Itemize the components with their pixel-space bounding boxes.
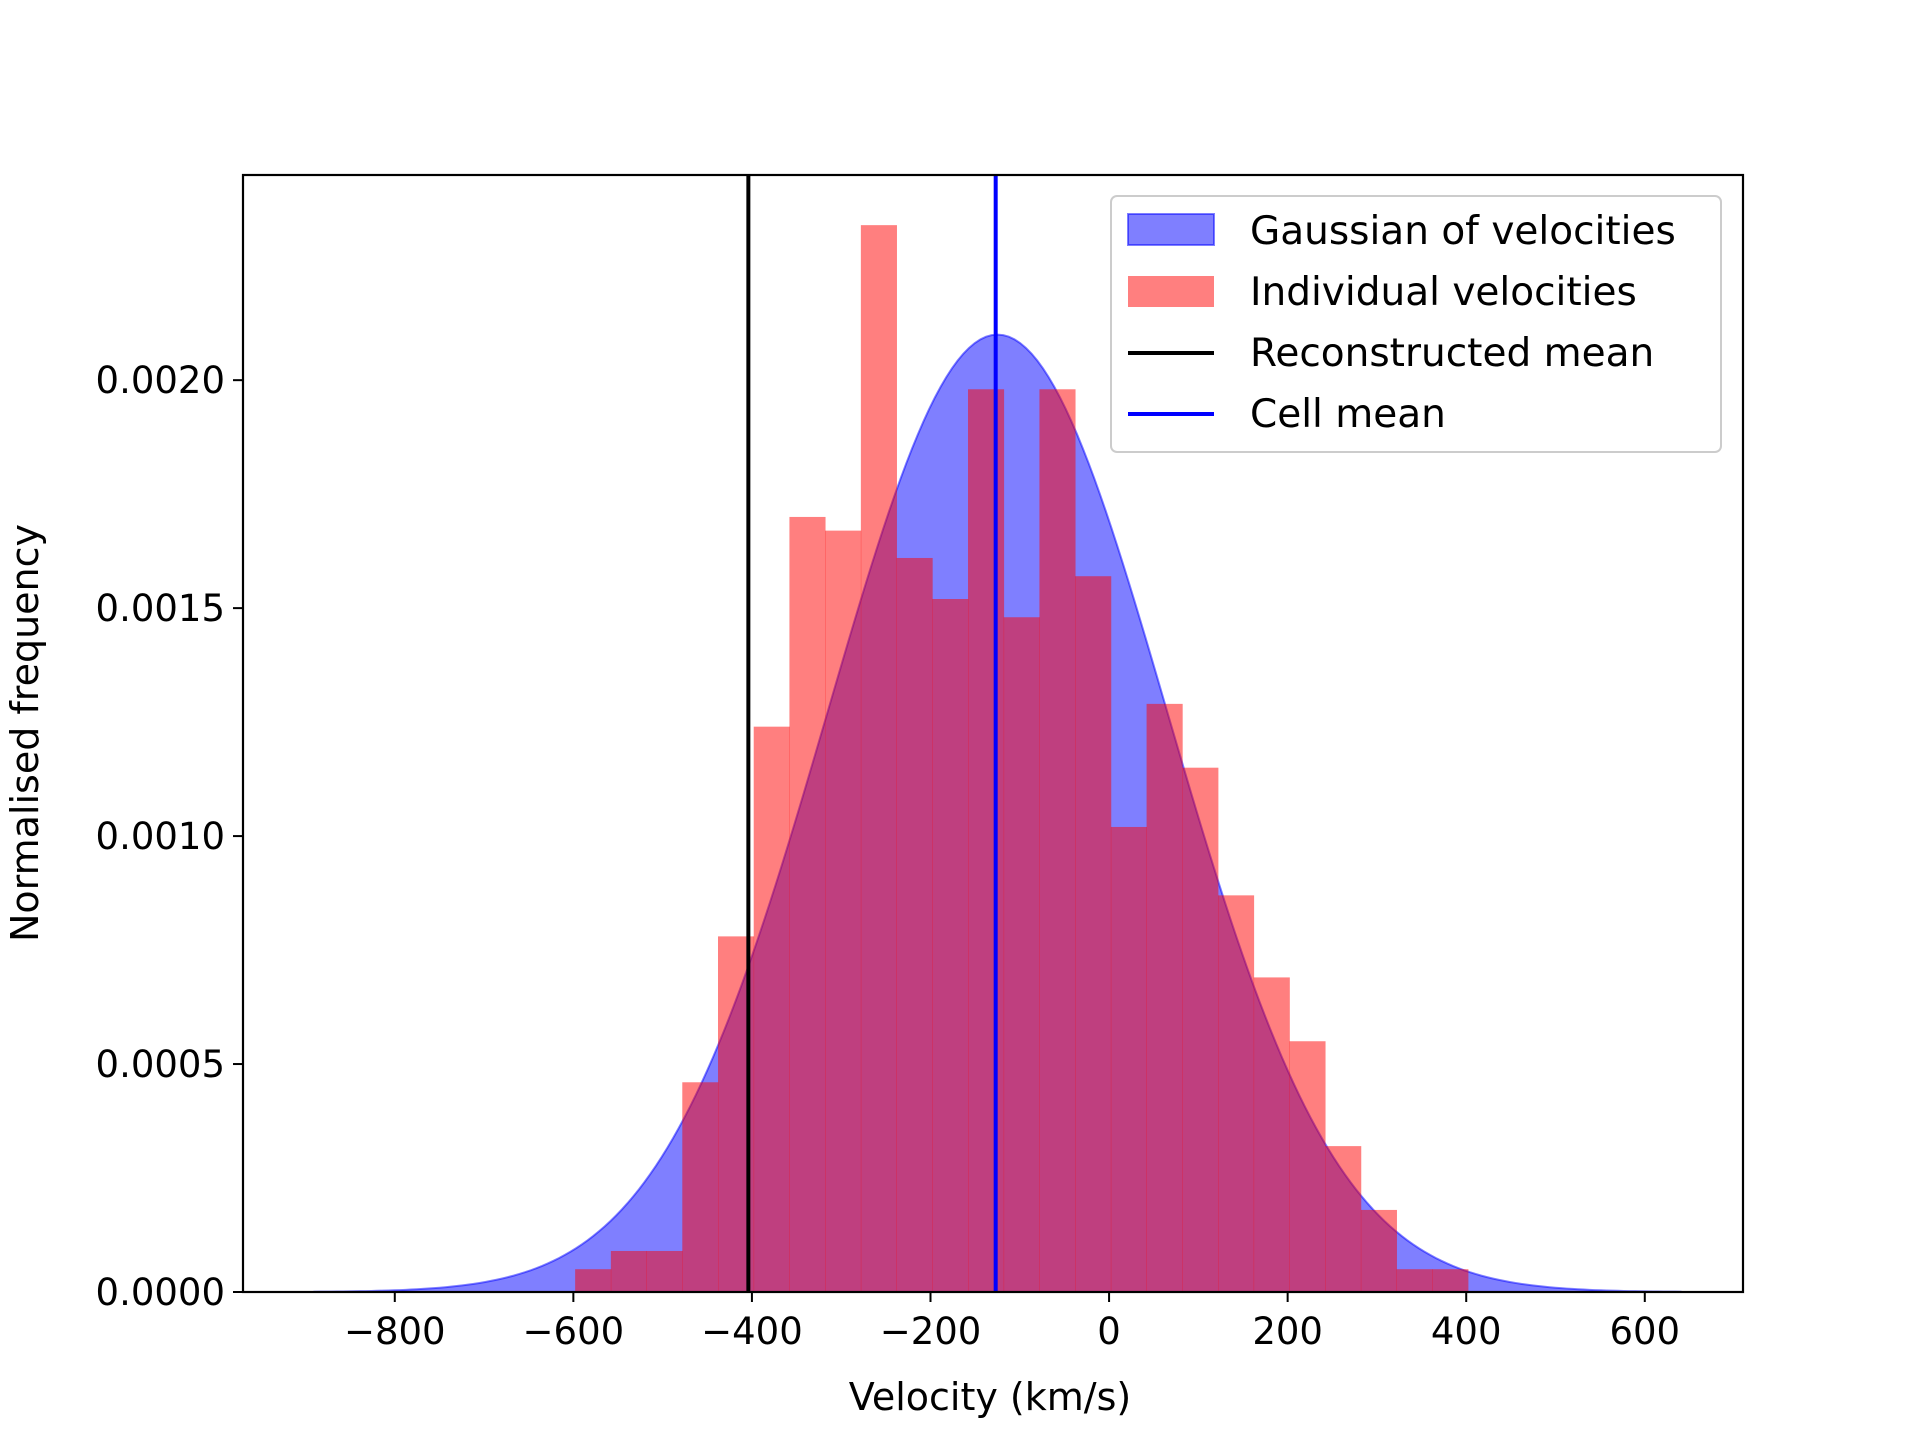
histogram-bar: [860, 225, 897, 1292]
legend-label-histogram: Individual velocities: [1250, 270, 1637, 315]
x-axis-ticks: −800 −600 −400 −200 0 200 400 600: [344, 1292, 1680, 1353]
histogram-bar: [968, 389, 1005, 1292]
y-axis-ticks: 0.0000 0.0005 0.0010 0.0015 0.0020: [96, 359, 243, 1314]
histogram-bar: [1253, 977, 1290, 1292]
x-tick-label: 0: [1097, 1310, 1121, 1353]
histogram-bar: [1432, 1269, 1469, 1292]
histogram-bar: [896, 557, 933, 1292]
plot-frame: [241, 173, 1745, 1294]
histogram-bar: [575, 1269, 612, 1292]
x-tick-label: −600: [523, 1310, 625, 1353]
histogram-bar: [646, 1250, 683, 1292]
histogram-bar: [1003, 617, 1040, 1292]
histogram-bars-layer: [575, 225, 1469, 1292]
histogram-bar: [1325, 1146, 1362, 1292]
y-tick-label: 0.0020: [96, 359, 225, 402]
histogram-bar: [753, 726, 790, 1292]
legend-swatch-gaussian: [1127, 213, 1215, 246]
legend-label-cell-mean: Cell mean: [1250, 392, 1446, 437]
x-tick-label: 200: [1252, 1310, 1323, 1353]
x-tick-label: 600: [1609, 1310, 1680, 1353]
mean-lines-layer: [746, 175, 998, 1292]
x-tick-label: −400: [701, 1310, 803, 1353]
histogram-bar: [1396, 1269, 1433, 1292]
y-tick-label: 0.0000: [96, 1271, 225, 1314]
histogram-bar: [1289, 1041, 1326, 1292]
histogram-bar: [1182, 767, 1219, 1292]
x-axis-label: Velocity (km/s): [849, 1375, 1131, 1419]
histogram-bar: [682, 1082, 719, 1292]
histogram-bar: [1146, 703, 1183, 1292]
histogram-bar: [1110, 826, 1147, 1292]
y-tick-label: 0.0015: [96, 587, 225, 630]
histogram-bar: [1075, 576, 1112, 1292]
legend-frame: [1110, 195, 1722, 453]
histogram-bar: [932, 599, 969, 1292]
x-tick-label: −800: [344, 1310, 446, 1353]
histogram-bar: [1039, 389, 1076, 1292]
legend-label-gaussian: Gaussian of velocities: [1250, 209, 1676, 254]
histogram-bar: [1360, 1209, 1397, 1292]
histogram-bar: [789, 516, 826, 1292]
legend-label-reconstructed-mean: Reconstructed mean: [1250, 331, 1654, 376]
y-tick-label: 0.0010: [96, 815, 225, 858]
histogram-bar: [1218, 895, 1255, 1292]
histogram-bar: [610, 1250, 647, 1292]
histogram-bar: [825, 530, 862, 1292]
legend: Gaussian of velocities Individual veloci…: [1110, 195, 1722, 453]
y-axis-label: Normalised frequency: [3, 524, 47, 942]
legend-swatch-histogram: [1128, 276, 1214, 307]
x-tick-label: −200: [880, 1310, 982, 1353]
y-tick-label: 0.0005: [96, 1043, 225, 1086]
x-tick-label: 400: [1431, 1310, 1502, 1353]
